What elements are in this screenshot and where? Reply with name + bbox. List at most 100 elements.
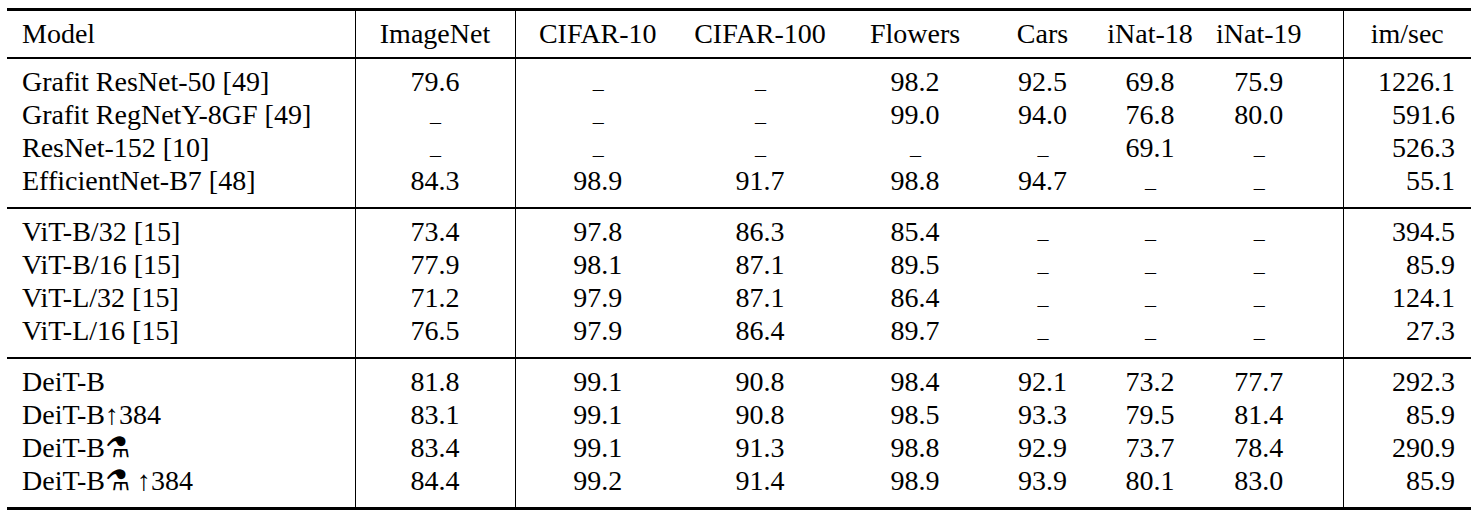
value-cell: – bbox=[680, 131, 840, 164]
cell-value: 91.3 bbox=[736, 432, 785, 463]
cell-value: 69.8 bbox=[1126, 66, 1175, 97]
value-cell: – bbox=[990, 208, 1095, 248]
value-cell: 85.9 bbox=[1343, 398, 1471, 431]
value-cell: 73.2 bbox=[1095, 358, 1205, 398]
cell-value: 91.4 bbox=[736, 465, 785, 496]
value-cell: 98.1 bbox=[515, 248, 680, 281]
value-cell: 27.3 bbox=[1343, 314, 1471, 358]
model-name: DeiT-B⚗ bbox=[22, 432, 130, 463]
value-cell: – bbox=[1205, 164, 1343, 208]
value-cell: 290.9 bbox=[1343, 431, 1471, 464]
value-cell: 83.4 bbox=[355, 431, 515, 464]
cell-value: 99.2 bbox=[573, 465, 622, 496]
value-cell: 73.7 bbox=[1095, 431, 1205, 464]
cell-value: 81.4 bbox=[1234, 399, 1283, 430]
model-cell: ViT-B/32 [15] bbox=[7, 208, 355, 248]
value-cell: 394.5 bbox=[1343, 208, 1471, 248]
value-cell: 90.8 bbox=[680, 398, 840, 431]
value-cell: 89.7 bbox=[840, 314, 990, 358]
value-cell: 98.4 bbox=[840, 358, 990, 398]
value-cell: 83.1 bbox=[355, 398, 515, 431]
cell-value: 87.1 bbox=[736, 282, 785, 313]
value-cell: – bbox=[355, 98, 515, 131]
value-cell: 97.9 bbox=[515, 314, 680, 358]
model-name: ViT-L/32 [15] bbox=[22, 282, 179, 313]
value-cell: 1226.1 bbox=[1343, 58, 1471, 98]
cell-value: 27.3 bbox=[1406, 315, 1455, 346]
missing-value: – bbox=[1038, 226, 1048, 249]
missing-value: – bbox=[1254, 175, 1264, 200]
value-cell: 124.1 bbox=[1343, 281, 1471, 314]
value-cell: – bbox=[1095, 164, 1205, 208]
table-row: ViT-B/16 [15]77.998.187.189.5–––85.9 bbox=[7, 248, 1471, 281]
table-row: ResNet-152 [10]–––––69.1–526.3 bbox=[7, 131, 1471, 164]
cell-value: 84.3 bbox=[411, 165, 460, 196]
cell-value: 292.3 bbox=[1392, 366, 1455, 397]
cell-value: 92.5 bbox=[1018, 66, 1067, 97]
table-row: Grafit ResNet-50 [49]79.6––98.292.569.87… bbox=[7, 58, 1471, 98]
model-name: ViT-B/32 [15] bbox=[22, 216, 180, 247]
table-row: ViT-L/16 [15]76.597.986.489.7–––27.3 bbox=[7, 314, 1471, 358]
value-cell: – bbox=[1095, 314, 1205, 358]
value-cell: 98.2 bbox=[840, 58, 990, 98]
value-cell: – bbox=[1095, 281, 1205, 314]
value-cell: – bbox=[1095, 208, 1205, 248]
transfer-learning-table-container: ModelImageNetCIFAR-10CIFAR-100FlowersCar… bbox=[0, 0, 1478, 510]
cell-value: 79.5 bbox=[1126, 399, 1175, 430]
model-group-3: DeiT-B81.899.190.898.492.173.277.7292.3D… bbox=[7, 358, 1471, 509]
value-cell: – bbox=[1205, 314, 1343, 358]
value-cell: 81.8 bbox=[355, 358, 515, 398]
model-cell: DeiT-B⚗ bbox=[7, 431, 355, 464]
cell-value: 86.4 bbox=[736, 315, 785, 346]
value-cell: 55.1 bbox=[1343, 164, 1471, 208]
value-cell: – bbox=[680, 58, 840, 98]
header-cell-cifar-100: CIFAR-100 bbox=[680, 10, 840, 59]
cell-value: 85.4 bbox=[891, 216, 940, 247]
cell-value: 93.9 bbox=[1018, 465, 1067, 496]
missing-value: – bbox=[1254, 226, 1264, 249]
model-name: Grafit RegNetY-8GF [49] bbox=[22, 99, 311, 130]
value-cell: 86.4 bbox=[840, 281, 990, 314]
value-cell: – bbox=[990, 281, 1095, 314]
cell-value: 73.4 bbox=[411, 216, 460, 247]
cell-value: 83.1 bbox=[411, 399, 460, 430]
missing-value: – bbox=[1254, 259, 1264, 282]
cell-value: 87.1 bbox=[736, 249, 785, 280]
cell-value: 85.9 bbox=[1406, 249, 1455, 280]
value-cell: 79.5 bbox=[1095, 398, 1205, 431]
cell-value: 73.7 bbox=[1126, 432, 1175, 463]
missing-value: – bbox=[910, 142, 920, 165]
value-cell: 81.4 bbox=[1205, 398, 1343, 431]
missing-value: – bbox=[1038, 259, 1048, 282]
model-cell: ResNet-152 [10] bbox=[7, 131, 355, 164]
value-cell: – bbox=[840, 131, 990, 164]
value-cell: 92.1 bbox=[990, 358, 1095, 398]
model-name: ViT-L/16 [15] bbox=[22, 315, 179, 346]
value-cell: 87.1 bbox=[680, 281, 840, 314]
header-cell-model: Model bbox=[7, 10, 355, 59]
cell-value: 591.6 bbox=[1392, 99, 1455, 130]
missing-value: – bbox=[430, 142, 440, 165]
missing-value: – bbox=[1038, 292, 1048, 315]
value-cell: 79.6 bbox=[355, 58, 515, 98]
cell-value: 84.4 bbox=[411, 465, 460, 496]
value-cell: 91.4 bbox=[680, 464, 840, 509]
value-cell: – bbox=[1205, 131, 1343, 164]
value-cell: 84.4 bbox=[355, 464, 515, 509]
value-cell: 89.5 bbox=[840, 248, 990, 281]
cell-value: 97.9 bbox=[573, 282, 622, 313]
missing-value: – bbox=[755, 109, 765, 132]
value-cell: 92.9 bbox=[990, 431, 1095, 464]
table-row: Grafit RegNetY-8GF [49]–––99.094.076.880… bbox=[7, 98, 1471, 131]
value-cell: 83.0 bbox=[1205, 464, 1343, 509]
value-cell: 526.3 bbox=[1343, 131, 1471, 164]
value-cell: 93.3 bbox=[990, 398, 1095, 431]
cell-value: 55.1 bbox=[1406, 165, 1455, 196]
value-cell: 98.8 bbox=[840, 431, 990, 464]
model-cell: ViT-L/16 [15] bbox=[7, 314, 355, 358]
value-cell: 98.8 bbox=[840, 164, 990, 208]
cell-value: 89.5 bbox=[891, 249, 940, 280]
model-name: ResNet-152 [10] bbox=[22, 132, 209, 163]
value-cell: 292.3 bbox=[1343, 358, 1471, 398]
model-cell: DeiT-B↑384 bbox=[7, 398, 355, 431]
